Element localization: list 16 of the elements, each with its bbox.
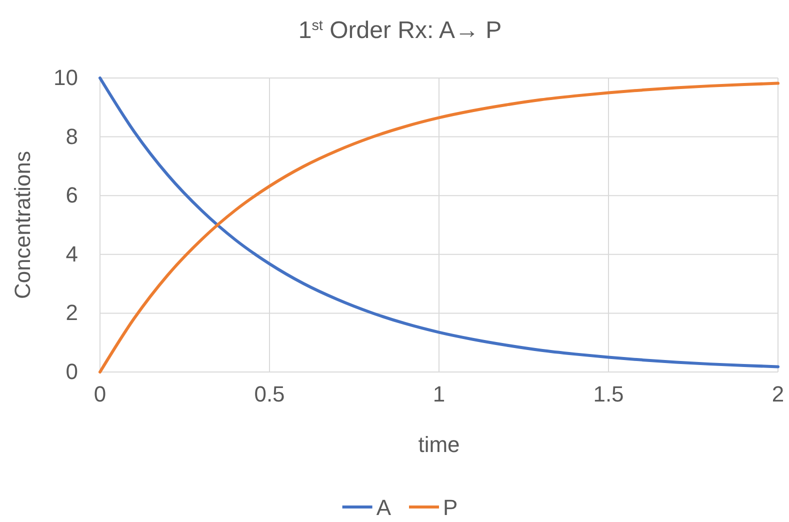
y-tick-label: 6 [66, 182, 78, 208]
x-tick-label: 0 [94, 382, 106, 407]
y-tick-label: 2 [66, 300, 78, 326]
y-tick-label: 8 [66, 124, 78, 149]
x-tick-label: 1.5 [593, 382, 624, 407]
x-tick-label: 2 [772, 382, 784, 407]
y-tick-label: 0 [66, 359, 78, 384]
x-axis-title: time [418, 432, 460, 457]
chart-title: 1$^{st}$ Order Rx: A→ P [298, 17, 502, 44]
y-tick-label: 10 [54, 65, 78, 90]
legend-label: A [376, 495, 392, 520]
x-tick-label: 0.5 [254, 382, 285, 407]
y-axis-title: Concentrations [10, 151, 35, 299]
x-tick-label: 1 [432, 382, 446, 407]
y-tick-label: 4 [66, 241, 78, 266]
legend-label: P [443, 495, 458, 520]
